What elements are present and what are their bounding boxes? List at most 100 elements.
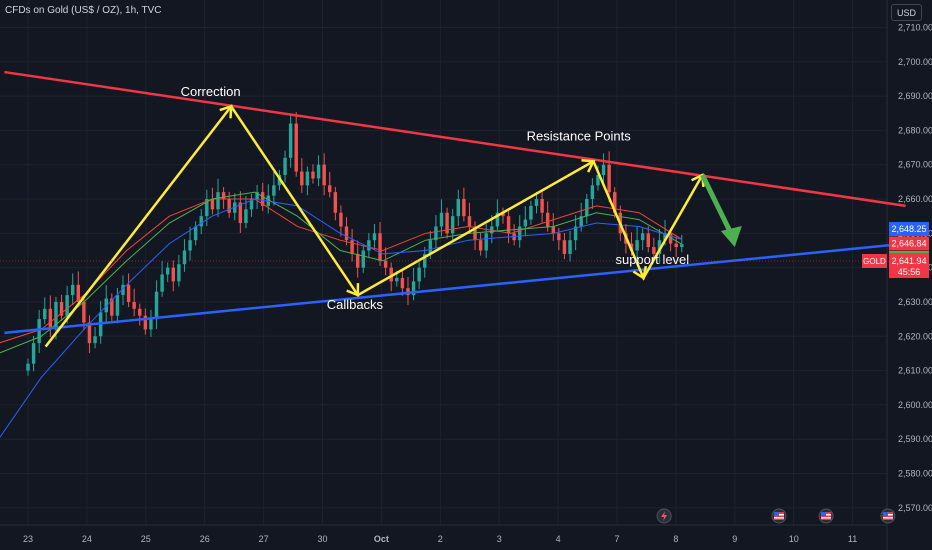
candle-body xyxy=(383,260,388,268)
candle xyxy=(26,358,30,376)
candle-body xyxy=(110,298,114,316)
candle-body xyxy=(372,233,377,241)
candle-body xyxy=(188,240,192,251)
candle-body xyxy=(607,164,611,193)
candle xyxy=(462,187,466,222)
price-label: 2,641.94 xyxy=(891,256,926,266)
currency-button[interactable]: USD xyxy=(891,4,922,21)
candle xyxy=(378,222,382,266)
y-tick-label: 2,680.00 xyxy=(898,125,932,135)
candle xyxy=(126,273,131,308)
candle-body xyxy=(104,298,108,313)
zigzag-arrowhead xyxy=(219,104,233,119)
candle xyxy=(467,202,472,235)
candle-body xyxy=(199,216,203,227)
candle xyxy=(680,234,684,253)
x-tick-label: 27 xyxy=(259,534,269,544)
candle xyxy=(177,254,181,287)
candle-body xyxy=(210,199,215,210)
candle-body xyxy=(344,226,349,241)
candle xyxy=(506,208,511,244)
candle-body xyxy=(54,301,58,330)
x-tick-label: 2 xyxy=(438,534,443,544)
candle xyxy=(132,288,136,317)
zigzag-arrowhead xyxy=(346,283,360,297)
candle-body xyxy=(551,226,555,234)
flag-stripe xyxy=(773,517,784,519)
candle-body xyxy=(523,219,528,227)
candle-body xyxy=(350,240,354,254)
candle xyxy=(529,200,533,225)
candle-body xyxy=(160,274,164,292)
candle-body xyxy=(76,284,81,302)
candle xyxy=(110,293,114,321)
candle-body xyxy=(311,171,315,179)
candle-body xyxy=(663,233,667,241)
support-trendline xyxy=(4,242,906,335)
x-tick-label: 10 xyxy=(789,534,799,544)
candle xyxy=(439,199,444,237)
candle-body xyxy=(434,226,438,241)
candle-body xyxy=(568,240,572,254)
annotation-label: support level xyxy=(615,252,689,267)
candle-body xyxy=(300,171,304,186)
lightning-glyph xyxy=(661,511,668,521)
x-tick-label: 11 xyxy=(848,534,857,544)
candle xyxy=(322,153,326,196)
zigzag-path xyxy=(44,104,704,348)
candle-body xyxy=(540,199,544,213)
candle xyxy=(272,171,276,206)
candle-body xyxy=(557,233,561,241)
candle-body xyxy=(590,185,595,200)
candle xyxy=(646,226,650,253)
y-tick-label: 2,690.00 xyxy=(898,91,932,101)
candle-body xyxy=(288,123,293,158)
flag-canton xyxy=(882,512,888,516)
candle xyxy=(249,193,254,217)
candle xyxy=(87,315,92,354)
candle-body xyxy=(439,212,444,227)
candle-body xyxy=(48,308,53,330)
candle-body xyxy=(115,295,120,316)
candle-body xyxy=(126,284,131,302)
candle-body xyxy=(411,281,416,296)
x-tick-label: 24 xyxy=(82,534,92,544)
candle-body xyxy=(545,212,550,227)
candle xyxy=(562,232,567,260)
candle xyxy=(160,261,164,297)
countdown-label: 45:56 xyxy=(898,267,921,277)
candle xyxy=(372,224,377,251)
x-tick-label: 30 xyxy=(317,534,327,544)
candle xyxy=(171,260,176,292)
candle-body xyxy=(378,233,382,261)
candle-body xyxy=(579,216,583,227)
candle xyxy=(143,308,148,335)
candle-body xyxy=(328,185,332,193)
candle xyxy=(640,228,645,251)
candle-body xyxy=(87,322,92,344)
x-tick-label: 7 xyxy=(614,534,619,544)
chart-title: CFDs on Gold (US$ / OZ), 1h, TVC xyxy=(5,5,162,16)
candle xyxy=(149,309,153,337)
candle-body xyxy=(640,233,645,241)
price-label-box xyxy=(889,252,929,278)
candle-body xyxy=(596,175,600,186)
candle-body xyxy=(339,212,343,227)
candle-body xyxy=(450,216,455,234)
us-flag-icon xyxy=(818,508,834,524)
candle xyxy=(182,239,187,272)
candle-body xyxy=(674,243,678,248)
candle-body xyxy=(529,205,533,220)
candle-body xyxy=(316,164,321,179)
candle-body xyxy=(26,363,30,371)
candle xyxy=(607,151,611,203)
resistance-trendline xyxy=(4,70,906,208)
candle xyxy=(344,217,349,246)
x-tick-label: Oct xyxy=(374,534,389,544)
candle-body xyxy=(333,192,338,213)
candle xyxy=(70,273,75,306)
candle xyxy=(188,226,192,261)
annotation-label: Resistance Points xyxy=(527,129,632,144)
y-tick-label: 2,660.00 xyxy=(898,194,932,204)
